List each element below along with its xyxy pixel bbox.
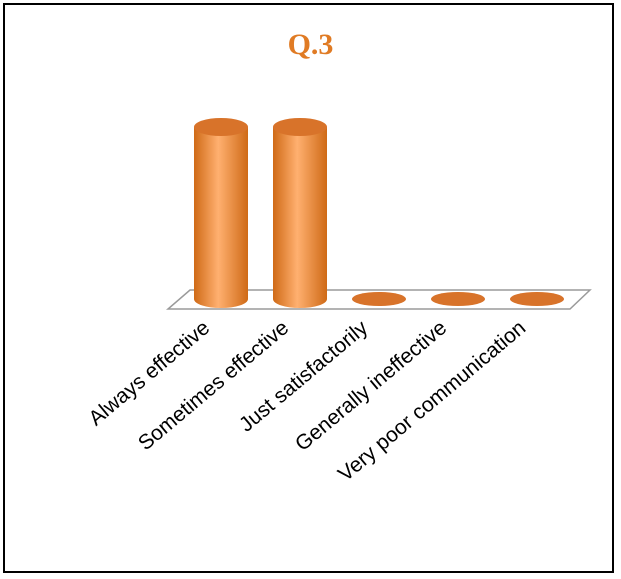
bar-top — [431, 292, 485, 306]
chart-title: Q.3 — [287, 28, 334, 61]
bar-1 — [273, 118, 327, 308]
bar-4 — [510, 292, 564, 306]
bar-top — [352, 292, 406, 306]
bar-body — [273, 127, 327, 308]
bar-top — [510, 292, 564, 306]
tick-label-1: Sometimes effective — [134, 316, 293, 455]
bars-group — [194, 118, 564, 308]
bar-3 — [431, 292, 485, 306]
bar-0 — [194, 118, 248, 308]
bar-2 — [352, 292, 406, 306]
tick-label-2: Just satisfactorily — [235, 316, 373, 437]
bar-top — [194, 118, 248, 136]
bar-top — [273, 118, 327, 136]
tick-label-3: Generally ineffective — [291, 316, 451, 456]
bar-body — [194, 127, 248, 308]
